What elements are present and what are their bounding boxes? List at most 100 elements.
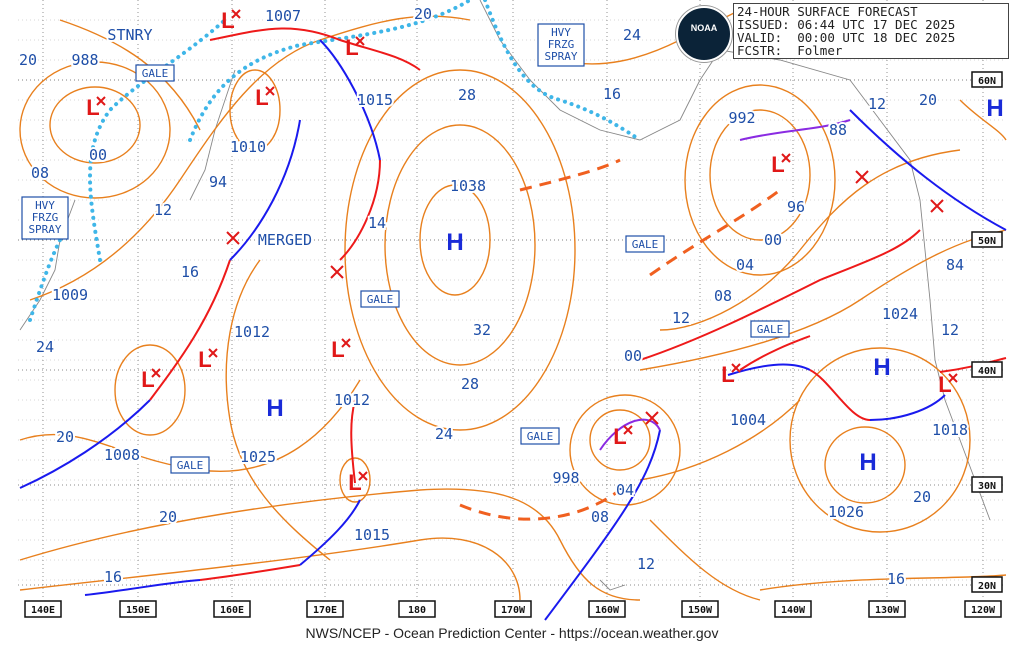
isobar-label: 00 (624, 347, 642, 365)
gale-box (750, 320, 790, 338)
lat-label-box (971, 71, 1003, 88)
isobar-label: 998 (552, 469, 579, 487)
high-pressure-centers: H H H H H (266, 95, 1003, 476)
lat-lon-grid (18, 0, 1006, 598)
low-x-icon (355, 36, 365, 46)
low-center: L (331, 337, 344, 362)
lat-label-box (971, 476, 1003, 493)
isobar-label: 88 (829, 121, 847, 139)
lon-label-box (868, 600, 906, 618)
lon-label-box (213, 600, 251, 618)
isobar-label: 20 (19, 51, 37, 69)
low-x-icon (96, 96, 106, 106)
isobar-label: 20 (56, 428, 74, 446)
valid-label: VALID: (737, 30, 783, 45)
gale-warning-label: GALE (632, 238, 659, 251)
longitude-labels: 140E 150E 160E 170E 180 170W 160W 150W 140W 130W 1… (24, 600, 1002, 618)
gale-warning-label: GALE (367, 293, 394, 306)
freezing-spray-label: SPRAY (28, 223, 61, 236)
isobar-label: 32 (473, 321, 491, 339)
forecast-header: 24-HOUR SURFACE FORECAST ISSUED: 06:44 UT… (733, 3, 1009, 59)
isobar-label: 992 (728, 109, 755, 127)
forecast-position-x-icon (855, 170, 869, 184)
low-x-icon (781, 153, 791, 163)
isobar-label: 1012 (334, 391, 370, 409)
high-center: H (266, 395, 283, 422)
lon-label-box (588, 600, 626, 618)
low-pressure-centers: L L L L L L L L L L L L (86, 8, 958, 495)
gale-warning-label: GALE (177, 459, 204, 472)
lat-label-box (971, 361, 1003, 378)
isobar-label: 84 (946, 256, 964, 274)
latitude-labels: 60N 50N 40N 30N 20N (971, 71, 1003, 593)
isobar-label: 20 (414, 5, 432, 23)
freezing-spray-label: FRZG (548, 38, 575, 51)
isobar-label: 12 (637, 555, 655, 573)
isobar-label: 00 (89, 146, 107, 164)
isobar-label: 1012 (234, 323, 270, 341)
gale-box (625, 235, 665, 253)
low-center: L (221, 8, 234, 33)
lat-label: 30N (978, 481, 996, 492)
valid-line: VALID: 00:00 UTC 18 DEC 2025 (737, 31, 1005, 44)
lat-label: 40N (978, 366, 996, 377)
forecast-title: 24-HOUR SURFACE FORECAST (737, 4, 918, 19)
isobar-label: 20 (919, 91, 937, 109)
forecaster-name: Folmer (797, 43, 843, 58)
lat-label-box (971, 231, 1003, 248)
isobar-label: 00 (764, 231, 782, 249)
isobar-label: 08 (591, 508, 609, 526)
forecaster-label: FCSTR: (737, 43, 783, 58)
low-x-icon (948, 373, 958, 383)
isobar-label: 1010 (230, 138, 266, 156)
lat-label: 50N (978, 236, 996, 247)
lon-label: 140E (31, 605, 55, 616)
low-x-icon (358, 471, 368, 481)
high-center: H (859, 449, 876, 476)
isobar-label: 1009 (52, 286, 88, 304)
valid-time: 00:00 UTC 18 DEC 2025 (797, 30, 956, 45)
low-center: L (348, 470, 361, 495)
isobar-label: 20 (913, 488, 931, 506)
lon-label: 180 (408, 605, 426, 616)
isobar-label: 24 (435, 425, 453, 443)
freezing-spray-label: SPRAY (544, 50, 577, 63)
gale-warning-label: GALE (527, 430, 554, 443)
forecast-position-x-icon (330, 265, 344, 279)
lon-label-box (119, 600, 157, 618)
isobar-label: 24 (36, 338, 54, 356)
forecast-position-x-icon (645, 411, 659, 425)
issued-label: ISSUED: (737, 17, 790, 32)
isobar-label: 28 (458, 86, 476, 104)
isobar-label: 988 (71, 51, 98, 69)
low-center: L (198, 347, 211, 372)
low-x-icon (731, 363, 741, 373)
spray-box (21, 196, 69, 240)
issued-time: 06:44 UTC 17 DEC 2025 (797, 17, 956, 32)
isobar-label: 08 (714, 287, 732, 305)
high-center: H (986, 95, 1003, 122)
isobar-label: 1007 (265, 7, 301, 25)
isobar-label: 12 (672, 309, 690, 327)
coastlines (19, 0, 991, 591)
isobar-label: 14 (368, 214, 386, 232)
isobar-label: 1018 (932, 421, 968, 439)
isobar-label: 1015 (354, 526, 390, 544)
isobar-label: 16 (887, 570, 905, 588)
freezing-spray-label: HVY (551, 26, 571, 39)
isobar-label: 1004 (730, 411, 766, 429)
lon-label: 170W (501, 605, 526, 616)
lon-label-box (494, 600, 532, 618)
warning-labels: GALEGALEGALEGALEGALEGALEHVYFRZGSPRAYHVYF… (21, 23, 790, 474)
isobar-label: 24 (623, 26, 641, 44)
isobar-label: MERGED (258, 231, 312, 249)
isobar-label: 1026 (828, 503, 864, 521)
footer-credit: NWS/NCEP - Ocean Prediction Center - htt… (305, 625, 719, 641)
isobar-label: 04 (616, 481, 634, 499)
lat-label: 60N (978, 76, 996, 87)
low-center: L (938, 372, 951, 397)
lon-label: 160W (595, 605, 620, 616)
low-center: L (771, 152, 784, 177)
lon-label: 160E (220, 605, 244, 616)
freezing-spray-label: HVY (35, 199, 55, 212)
